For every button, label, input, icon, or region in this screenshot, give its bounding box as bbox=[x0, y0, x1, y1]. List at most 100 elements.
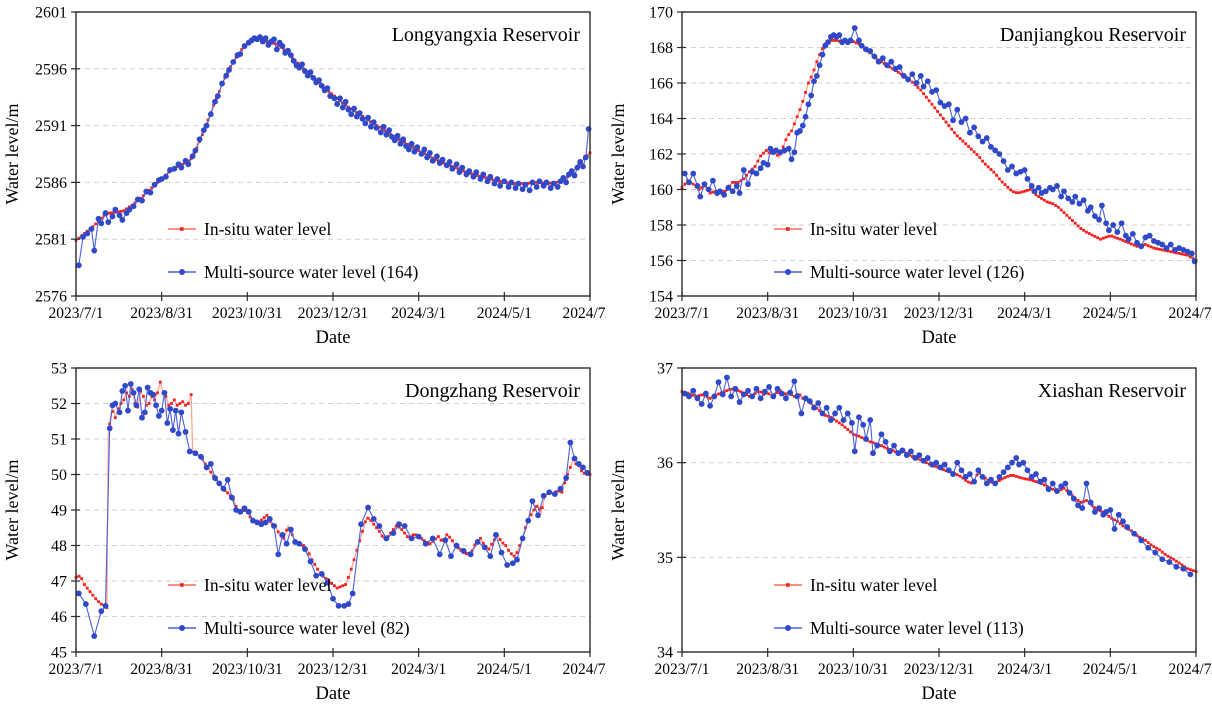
multi-source-marker bbox=[470, 173, 477, 180]
multi-source-marker bbox=[405, 146, 412, 153]
multi-source-marker bbox=[799, 122, 806, 129]
multi-source-marker bbox=[237, 51, 244, 57]
in-situ-marker bbox=[493, 178, 496, 182]
multi-source-marker bbox=[571, 172, 578, 179]
multi-source-marker bbox=[966, 471, 973, 477]
in-situ-marker bbox=[122, 209, 126, 213]
y-tick-label: 45 bbox=[51, 645, 67, 662]
multi-source-marker bbox=[456, 169, 463, 176]
multi-source-marker bbox=[345, 106, 352, 113]
in-situ-marker bbox=[420, 537, 423, 540]
in-situ-marker bbox=[1096, 236, 1100, 240]
x-tick-label: 2023/12/31 bbox=[298, 661, 369, 678]
multi-source-marker bbox=[900, 73, 907, 79]
multi-source-marker bbox=[920, 457, 927, 464]
multi-source-marker bbox=[1024, 467, 1031, 474]
in-situ-marker bbox=[1079, 501, 1083, 504]
in-situ-marker bbox=[924, 95, 928, 99]
in-situ-marker bbox=[955, 134, 959, 138]
in-situ-marker bbox=[473, 543, 477, 547]
in-situ-marker bbox=[352, 558, 356, 562]
in-situ-marker bbox=[739, 179, 743, 183]
multi-source-marker bbox=[434, 153, 440, 160]
gridlines bbox=[76, 403, 590, 617]
legend-in-situ-label: In-situ water level bbox=[204, 575, 331, 595]
panel-title: Dongzhang Reservoir bbox=[405, 380, 580, 402]
multi-source-marker bbox=[536, 178, 543, 185]
gridlines bbox=[76, 68, 590, 240]
in-situ-marker bbox=[955, 473, 959, 477]
y-tick-label: 2596 bbox=[35, 61, 67, 78]
multi-source-marker bbox=[368, 123, 374, 130]
in-situ-marker bbox=[767, 392, 771, 396]
in-situ-marker bbox=[535, 181, 539, 184]
multi-source-marker bbox=[477, 176, 484, 182]
in-situ-marker bbox=[1188, 568, 1192, 572]
in-situ-marker bbox=[868, 440, 872, 444]
in-situ-marker bbox=[434, 158, 437, 162]
multi-source-marker bbox=[390, 530, 397, 536]
multi-source-marker bbox=[1118, 220, 1125, 227]
x-tick-label: 2024/3/1 bbox=[391, 661, 446, 678]
in-situ-marker bbox=[422, 539, 426, 543]
in-situ-marker bbox=[445, 533, 449, 537]
multi-source-marker bbox=[686, 393, 692, 400]
multi-source-marker bbox=[279, 43, 286, 49]
in-situ-marker bbox=[1017, 191, 1021, 195]
multi-source-marker bbox=[91, 247, 98, 254]
y-tick-label: 164 bbox=[649, 111, 673, 128]
in-situ-marker bbox=[375, 526, 378, 530]
in-situ-marker bbox=[1113, 518, 1116, 522]
multi-source-marker bbox=[214, 93, 221, 99]
multi-source-marker bbox=[1138, 243, 1145, 250]
multi-source-marker bbox=[1079, 505, 1086, 512]
in-situ-marker bbox=[1155, 546, 1159, 550]
multi-source-marker bbox=[84, 230, 91, 237]
in-situ-marker bbox=[142, 395, 145, 398]
multi-source-line bbox=[78, 36, 590, 266]
in-situ-marker bbox=[209, 470, 213, 474]
multi-source-marker bbox=[519, 186, 526, 193]
legend-multi-source-label: Multi-source water level (113) bbox=[810, 618, 1024, 638]
in-situ-marker bbox=[512, 554, 516, 558]
multi-source-marker bbox=[1125, 236, 1132, 243]
multi-source-marker bbox=[153, 402, 159, 409]
multi-source-marker bbox=[979, 138, 986, 145]
multi-source-marker bbox=[1159, 241, 1166, 248]
multi-source-marker bbox=[112, 206, 119, 213]
y-tick-label: 2581 bbox=[35, 232, 67, 249]
in-situ-marker bbox=[933, 106, 937, 110]
multi-source-marker bbox=[996, 473, 1003, 480]
in-situ-marker bbox=[753, 165, 757, 168]
in-situ-marker bbox=[540, 181, 544, 185]
in-situ-marker bbox=[958, 474, 962, 478]
in-situ-marker bbox=[1118, 522, 1122, 526]
multi-source-marker bbox=[439, 156, 446, 163]
in-situ-marker bbox=[776, 391, 779, 395]
in-situ-marker bbox=[380, 534, 384, 538]
multi-source-marker bbox=[945, 101, 952, 108]
in-situ-marker bbox=[964, 479, 968, 482]
in-situ-marker bbox=[792, 122, 796, 126]
x-tick-label: 2024/7/1 bbox=[562, 661, 606, 678]
multi-source-marker bbox=[105, 219, 112, 226]
in-situ-marker bbox=[691, 182, 695, 186]
multi-source-marker bbox=[937, 464, 944, 471]
multi-source-marker bbox=[1114, 229, 1121, 236]
multi-source-marker bbox=[945, 467, 952, 474]
multi-source-marker bbox=[719, 391, 726, 398]
multi-source-marker bbox=[446, 159, 453, 165]
in-situ-marker bbox=[843, 425, 847, 429]
legend: In-situ water level Multi-source water le… bbox=[168, 219, 418, 282]
in-situ-marker bbox=[507, 548, 510, 552]
in-situ-marker bbox=[450, 539, 454, 543]
x-tick-label: 2023/12/31 bbox=[298, 305, 369, 322]
multi-source-marker bbox=[798, 410, 805, 417]
multi-source-marker bbox=[1091, 508, 1098, 515]
multi-source-marker bbox=[582, 154, 589, 161]
in-situ-marker bbox=[504, 544, 508, 547]
multi-source-marker bbox=[1042, 188, 1049, 195]
multi-source-marker bbox=[219, 80, 225, 87]
in-situ-marker bbox=[919, 458, 923, 462]
